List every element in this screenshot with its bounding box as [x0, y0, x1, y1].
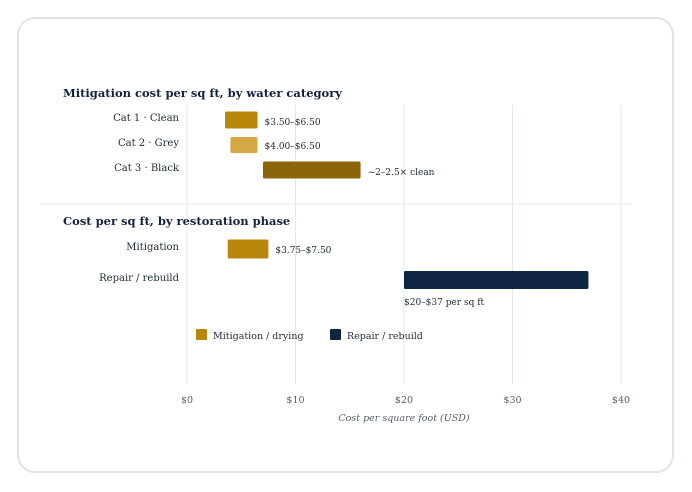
x-tick-label: $20 — [395, 395, 413, 406]
grid-lines — [186, 105, 622, 384]
category-label: Cat 1 · Clean — [113, 113, 179, 124]
bar-value-label: ~2–2.5× clean — [368, 168, 435, 178]
bar-value-label: $20–$37 per sq ft — [404, 298, 485, 308]
x-tick-label: $40 — [612, 395, 630, 406]
bar-value-label: $3.75–$7.50 — [275, 246, 331, 256]
category-label: Cat 2 · Grey — [118, 138, 179, 149]
chart-card — [17, 17, 674, 473]
bar-cat-3-black — [262, 161, 361, 179]
legend-label-mitigation: Mitigation / drying — [213, 331, 304, 342]
x-tick-label: $0 — [181, 395, 193, 406]
bar-cat-1-clean — [224, 111, 258, 129]
legend-swatch-mitigation — [196, 329, 207, 340]
legend-label-repair: Repair / rebuild — [347, 331, 423, 342]
legend-swatch-repair — [330, 329, 341, 340]
bar-value-label: $3.50–$6.50 — [265, 118, 321, 128]
category-label: Mitigation — [126, 242, 179, 253]
x-tick-label: $30 — [503, 395, 521, 406]
category-label: Repair / rebuild — [99, 273, 179, 284]
legend: Mitigation / drying Repair / rebuild — [196, 329, 423, 342]
bar-cat-2-grey — [230, 137, 258, 153]
bar-repair-rebuild — [404, 271, 589, 289]
bar-value-label: $4.00–$6.50 — [265, 142, 321, 152]
x-tick-label: $10 — [286, 395, 304, 406]
panel-title-restoration-phase: Cost per sq ft, by restoration phase — [63, 214, 290, 228]
bar-mitigation — [227, 239, 269, 259]
x-axis-label: Cost per square foot (USD) — [338, 413, 470, 424]
panel-title-water-category: Mitigation cost per sq ft, by water cate… — [63, 86, 342, 100]
category-label: Cat 3 · Black — [114, 163, 180, 174]
